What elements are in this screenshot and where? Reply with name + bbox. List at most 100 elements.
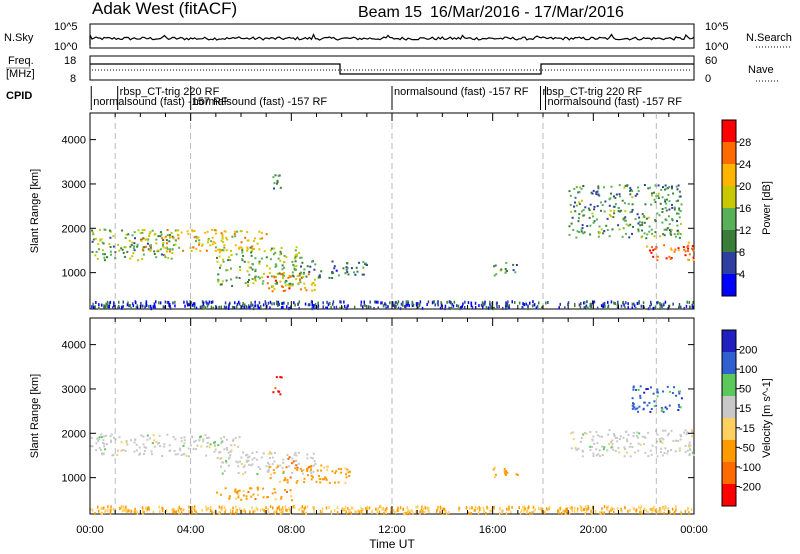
ground-scatter-cell bbox=[608, 510, 611, 514]
cpid-label: CPID bbox=[6, 90, 32, 102]
ground-scatter-cell bbox=[508, 505, 510, 509]
echo-cell bbox=[94, 237, 97, 240]
ground-scatter-cell bbox=[412, 303, 415, 307]
echo-cell bbox=[288, 456, 291, 459]
echo-cell bbox=[638, 432, 641, 435]
echo-cell bbox=[589, 233, 592, 236]
echo-cell bbox=[623, 455, 626, 458]
echo-cell bbox=[231, 440, 234, 442]
echo-cell bbox=[209, 443, 212, 446]
echo-cell bbox=[282, 271, 285, 274]
echo-cell bbox=[656, 433, 659, 436]
echo-cell bbox=[345, 473, 347, 476]
ground-scatter-cell bbox=[322, 301, 324, 305]
ground-scatter-cell bbox=[145, 302, 147, 306]
ground-scatter-cell bbox=[263, 509, 265, 513]
echo-cell bbox=[333, 265, 336, 268]
echo-cell bbox=[300, 271, 302, 274]
ground-scatter-cell bbox=[665, 506, 667, 509]
echo-cell bbox=[319, 478, 322, 481]
echo-cell bbox=[610, 185, 613, 188]
echo-cell bbox=[252, 263, 254, 266]
echo-cell bbox=[308, 270, 311, 273]
ground-scatter-cell bbox=[584, 511, 586, 515]
ground-scatter-cell bbox=[339, 300, 341, 304]
echo-cell bbox=[159, 248, 162, 251]
ground-scatter-cell bbox=[586, 507, 588, 511]
ground-scatter-cell bbox=[366, 505, 369, 509]
echo-cell bbox=[265, 256, 268, 259]
echo-cell bbox=[595, 431, 598, 433]
ground-scatter-cell bbox=[395, 300, 397, 304]
ground-scatter-cell bbox=[292, 505, 294, 509]
ground-scatter-cell bbox=[514, 301, 516, 304]
ground-scatter-cell bbox=[250, 304, 252, 308]
echo-cell bbox=[261, 237, 264, 240]
echo-cell bbox=[344, 481, 347, 484]
ground-scatter-cell bbox=[383, 512, 385, 516]
ground-scatter-cell bbox=[362, 305, 364, 309]
echo-cell bbox=[151, 229, 154, 232]
ground-scatter-cell bbox=[621, 509, 623, 513]
ground-scatter-cell bbox=[376, 509, 378, 513]
echo-cell bbox=[179, 449, 182, 452]
echo-cell bbox=[289, 476, 292, 479]
ground-scatter-cell bbox=[280, 510, 283, 514]
ground-scatter-cell bbox=[193, 505, 196, 509]
echo-cell bbox=[272, 391, 275, 394]
echo-cell bbox=[580, 228, 583, 231]
echo-cell bbox=[692, 259, 695, 261]
echo-cell bbox=[598, 194, 601, 197]
ground-scatter-cell bbox=[576, 509, 579, 513]
echo-cell bbox=[217, 444, 220, 447]
ground-scatter-cell bbox=[236, 510, 238, 514]
echo-cell bbox=[237, 494, 240, 497]
echo-cell bbox=[671, 185, 673, 188]
echo-cell bbox=[331, 271, 334, 273]
ground-scatter-cell bbox=[236, 302, 239, 306]
ground-scatter-cell bbox=[493, 306, 495, 310]
ground-scatter-cell bbox=[266, 304, 268, 308]
ground-scatter-cell bbox=[233, 306, 235, 309]
nsky-tick-bottom: 10^0 bbox=[54, 41, 78, 53]
ground-scatter-cell bbox=[661, 305, 663, 309]
ground-scatter-cell bbox=[400, 302, 403, 306]
ground-scatter-cell bbox=[245, 305, 248, 309]
echo-cell bbox=[678, 447, 681, 450]
echo-cell bbox=[632, 402, 634, 405]
echo-cell bbox=[505, 470, 507, 472]
echo-cell bbox=[166, 234, 169, 237]
echo-cell bbox=[269, 465, 272, 468]
echo-cell bbox=[296, 479, 299, 482]
ground-scatter-cell bbox=[607, 304, 610, 308]
echo-cell bbox=[162, 245, 164, 248]
echo-cell bbox=[516, 474, 519, 476]
ground-scatter-cell bbox=[108, 303, 111, 307]
ground-scatter-cell bbox=[627, 306, 629, 310]
echo-cell bbox=[649, 186, 652, 189]
ground-scatter-cell bbox=[538, 301, 540, 305]
ground-scatter-cell bbox=[387, 305, 389, 309]
ground-scatter-cell bbox=[257, 305, 260, 309]
echo-cell bbox=[651, 192, 653, 195]
echo-cell bbox=[152, 434, 155, 437]
ground-scatter-cell bbox=[415, 510, 418, 513]
ground-scatter-cell bbox=[158, 505, 160, 509]
echo-cell bbox=[140, 434, 143, 437]
ground-scatter-cell bbox=[293, 301, 295, 305]
ground-scatter-cell bbox=[247, 306, 249, 310]
echo-cell bbox=[656, 259, 659, 262]
colorbar-swatch bbox=[722, 374, 736, 396]
echo-cell bbox=[235, 253, 238, 256]
echo-cell bbox=[290, 495, 293, 498]
echo-cell bbox=[198, 243, 200, 246]
echo-cell bbox=[149, 437, 152, 440]
ground-scatter-cell bbox=[136, 511, 139, 515]
echo-cell bbox=[304, 286, 307, 289]
echo-cell bbox=[246, 248, 249, 250]
ground-scatter-cell bbox=[569, 506, 571, 510]
echo-cell bbox=[668, 200, 671, 203]
ground-scatter-cell bbox=[463, 306, 466, 309]
echo-cell bbox=[637, 222, 640, 225]
